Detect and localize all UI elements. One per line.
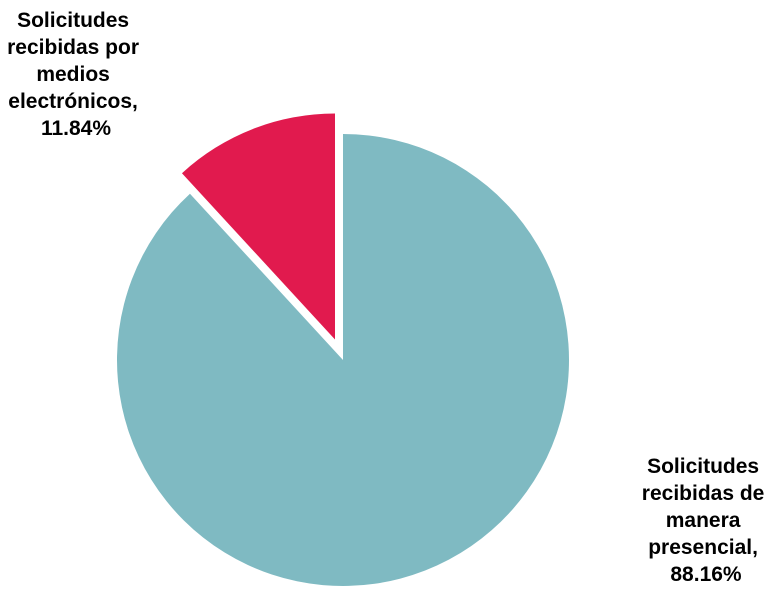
slice-label-presencial-line-1: Solicitudes [647,455,759,478]
slice-label-presencial-line-3: manera [666,509,741,532]
slice-label-presencial: Solicitudes recibidas de manera presenci… [642,455,770,586]
pie-slices [116,113,570,586]
slice-label-electronicos-line-5: 11.84% [41,117,111,140]
slice-label-electronicos-line-3: medios [36,63,110,86]
pie-slice-electronicos [181,113,336,340]
slice-label-electronicos: Solicitudes recibidas por medios electró… [7,9,145,140]
slice-label-presencial-line-4: presencial, [648,536,758,559]
slice-label-presencial-line-5: 88.16% [670,563,742,586]
pie-slice-presencial [116,134,570,586]
slice-label-electronicos-line-1: Solicitudes [17,9,129,32]
slice-label-electronicos-line-2: recibidas por [7,36,139,59]
slice-label-presencial-line-2: recibidas de [642,482,765,505]
slice-label-electronicos-line-4: electrónicos, [8,90,138,113]
